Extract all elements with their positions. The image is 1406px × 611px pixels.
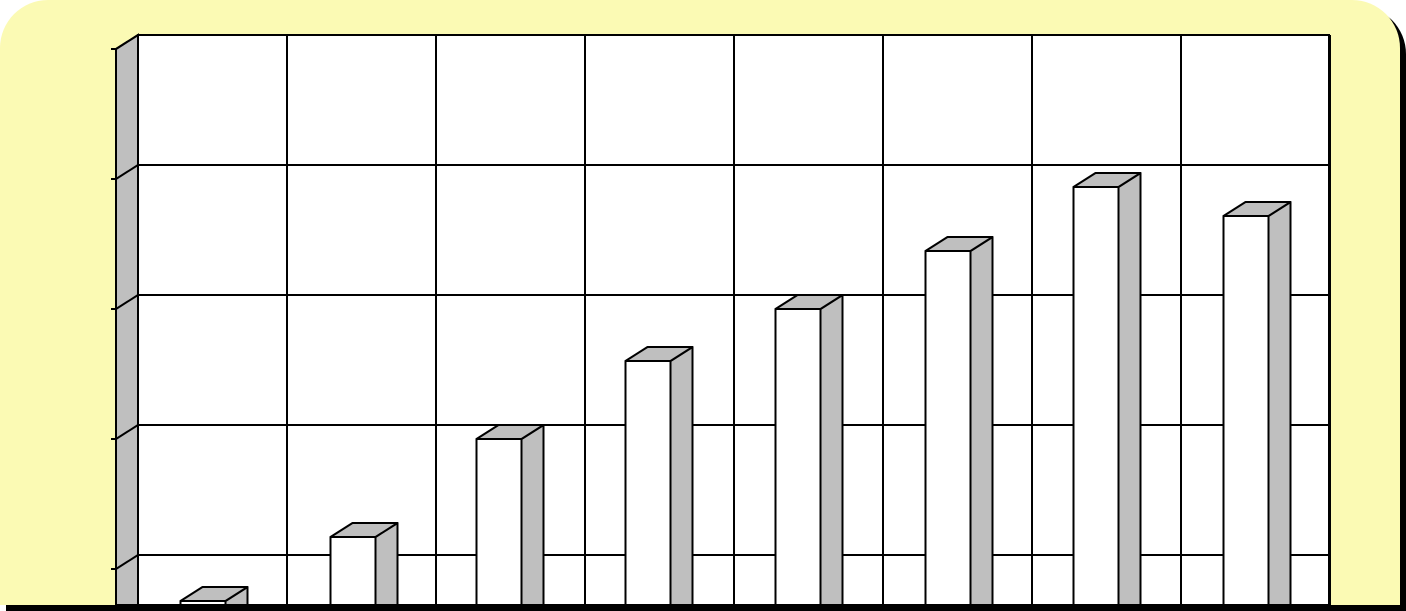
bar xyxy=(1074,173,1141,605)
bar xyxy=(1224,202,1291,605)
bar xyxy=(477,425,544,605)
bar xyxy=(776,295,843,605)
bar-chart xyxy=(0,0,1400,605)
bar xyxy=(926,237,993,605)
bar xyxy=(331,523,398,605)
axis-left-wall xyxy=(116,35,138,605)
chart-card xyxy=(0,0,1400,605)
bar xyxy=(626,347,693,605)
